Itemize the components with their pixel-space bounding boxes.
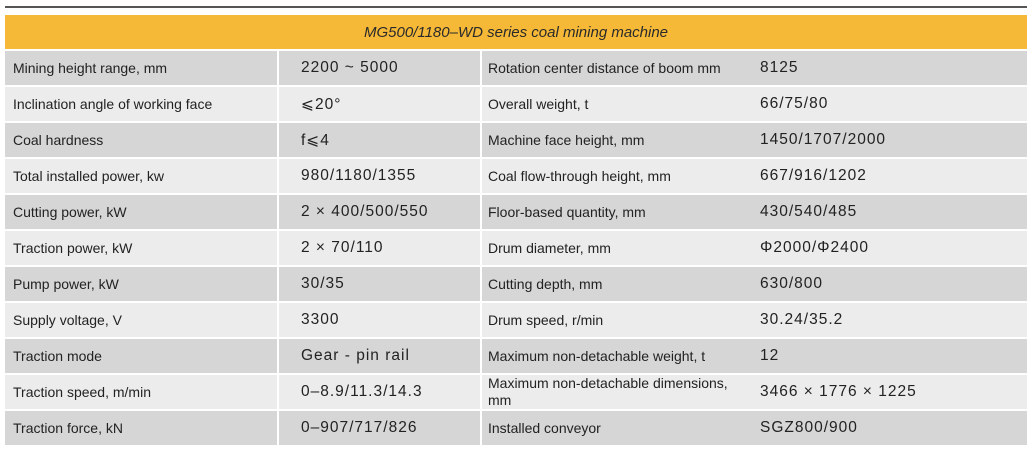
table-row: Traction mode Gear - pin rail Maximum no…	[5, 338, 1028, 375]
top-rule	[5, 6, 1027, 8]
param-label: Drum diameter, mm	[480, 230, 752, 267]
param-label: Total installed power, kw	[5, 158, 278, 195]
param-label: Machine face height, mm	[480, 122, 752, 159]
param-label: Cutting depth, mm	[480, 266, 752, 303]
table-row: Cutting power, kW 2 × 400/500/550 Floor-…	[5, 194, 1028, 231]
param-label: Installed conveyor	[480, 410, 752, 447]
table-row: Mining height range, mm 2200 ~ 5000 Rota…	[5, 50, 1028, 87]
param-value: 430/540/485	[752, 194, 1028, 231]
param-label: Inclination angle of working face	[5, 86, 278, 123]
param-label: Traction force, kN	[5, 410, 278, 447]
param-label: Traction power, kW	[5, 230, 278, 267]
table-row: Pump power, kW 30/35 Cutting depth, mm 6…	[5, 266, 1028, 303]
param-value: 30.24/35.2	[752, 302, 1028, 339]
param-label: Coal flow-through height, mm	[480, 158, 752, 195]
param-value: SGZ800/900	[752, 410, 1028, 447]
param-value: 66/75/80	[752, 86, 1028, 123]
param-label: Traction speed, m/min	[5, 374, 278, 411]
table-title: MG500/1180–WD series coal mining machine	[5, 15, 1028, 51]
param-value: 980/1180/1355	[277, 158, 481, 195]
param-value: 8125	[752, 50, 1028, 87]
table-row: Supply voltage, V 3300 Drum speed, r/min…	[5, 302, 1028, 339]
spec-table: MG500/1180–WD series coal mining machine…	[5, 15, 1028, 447]
param-value: 2 × 70/110	[277, 230, 481, 267]
param-value: ⩽20°	[277, 86, 481, 123]
param-label: Traction mode	[5, 338, 278, 375]
param-label: Drum speed, r/min	[480, 302, 752, 339]
param-value: 630/800	[752, 266, 1028, 303]
param-value: Φ2000/Φ2400	[752, 230, 1028, 267]
param-value: Gear - pin rail	[277, 338, 481, 375]
param-value: f⩽4	[277, 122, 481, 159]
param-value: 1450/1707/2000	[752, 122, 1028, 159]
table-title-text: MG500/1180–WD series coal mining machine	[364, 23, 669, 41]
param-label: Maximum non-detachable weight, t	[480, 338, 752, 375]
table-row: Inclination angle of working face ⩽20° O…	[5, 86, 1028, 123]
table-row: Traction speed, m/min 0–8.9/11.3/14.3 Ma…	[5, 374, 1028, 411]
param-value: 2 × 400/500/550	[277, 194, 481, 231]
param-value: 667/916/1202	[752, 158, 1028, 195]
param-label: Floor-based quantity, mm	[480, 194, 752, 231]
param-value: 30/35	[277, 266, 481, 303]
table-row: Traction force, kN 0–907/717/826 Install…	[5, 410, 1028, 447]
param-label: Supply voltage, V	[5, 302, 278, 339]
param-label: Pump power, kW	[5, 266, 278, 303]
param-label: Mining height range, mm	[5, 50, 278, 87]
param-value: 12	[752, 338, 1028, 375]
param-value: 3466 × 1776 × 1225	[752, 374, 1028, 411]
table-row: Coal hardness f⩽4 Machine face height, m…	[5, 122, 1028, 159]
table-row: Total installed power, kw 980/1180/1355 …	[5, 158, 1028, 195]
table-row: Traction power, kW 2 × 70/110 Drum diame…	[5, 230, 1028, 267]
param-value: 3300	[277, 302, 481, 339]
param-label: Overall weight, t	[480, 86, 752, 123]
param-value: 0–8.9/11.3/14.3	[277, 374, 481, 411]
param-label: Maximum non-detachable dimensions, mm	[480, 374, 752, 411]
param-label: Coal hardness	[5, 122, 278, 159]
param-label: Rotation center distance of boom mm	[480, 50, 752, 87]
param-value: 0–907/717/826	[277, 410, 481, 447]
param-label: Cutting power, kW	[5, 194, 278, 231]
param-value: 2200 ~ 5000	[277, 50, 481, 87]
